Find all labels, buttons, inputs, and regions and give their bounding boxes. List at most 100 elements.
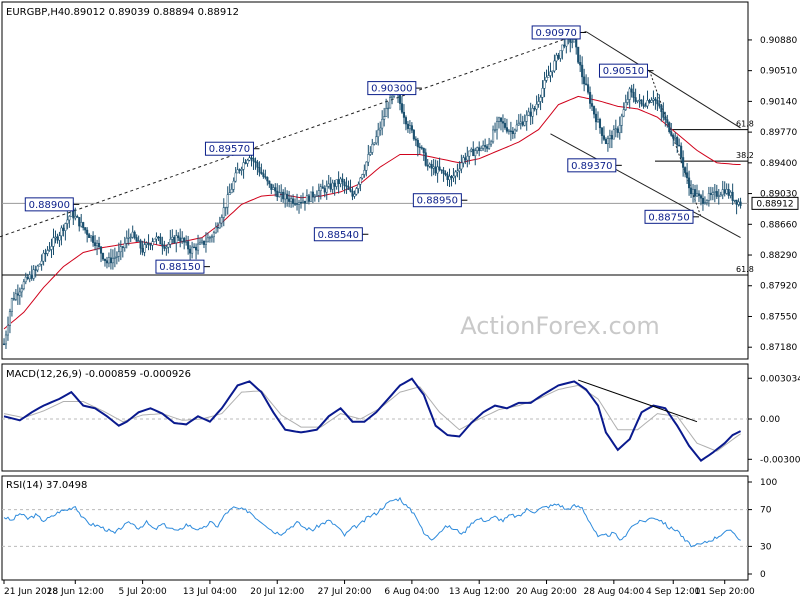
candle-body <box>347 186 350 190</box>
rsi-tick-label: 100 <box>760 478 777 488</box>
candle-body <box>181 237 184 242</box>
candle-body <box>598 119 602 129</box>
candle-body <box>18 291 21 296</box>
candle-body <box>66 219 69 224</box>
candle-body <box>660 105 663 113</box>
candle-body <box>420 147 423 149</box>
candle-body <box>177 235 180 239</box>
rsi-tick-label: 0 <box>760 570 766 580</box>
price-tick-label: 0.90510 <box>760 67 797 77</box>
candle-body <box>311 191 314 198</box>
candle-body <box>68 216 71 221</box>
candle-body <box>97 242 101 248</box>
candle-body <box>573 39 576 43</box>
price-tick-label: 0.87920 <box>760 282 797 292</box>
candle-body <box>577 46 580 63</box>
candle-body <box>220 217 223 224</box>
candle-body <box>426 165 429 167</box>
candle-body <box>434 166 437 174</box>
candle-body <box>183 237 186 243</box>
price-annotation-label: 0.88540 <box>318 230 359 241</box>
candle-body <box>20 288 23 293</box>
candle-body <box>232 180 235 190</box>
candle-body <box>476 147 479 151</box>
candle-body <box>539 97 542 102</box>
candle-body <box>129 236 132 239</box>
macd-axis: 0.003034 0.00 -0.003001 <box>748 374 800 465</box>
candle-body <box>490 141 493 145</box>
candle-body <box>377 129 380 138</box>
candle-body <box>48 249 51 251</box>
candle-body <box>515 124 518 131</box>
candle-body <box>691 189 695 195</box>
candle-body <box>517 123 520 126</box>
candle-body <box>688 177 691 189</box>
trend-line <box>585 31 741 129</box>
candle-body <box>575 39 578 48</box>
candle-body <box>303 200 307 204</box>
candle-body <box>592 106 596 115</box>
candle-body <box>8 311 11 326</box>
candle-body <box>50 246 53 250</box>
candle-body <box>484 145 487 147</box>
candle-body <box>468 150 471 157</box>
candle-body <box>141 247 144 253</box>
candle-body <box>280 191 283 194</box>
price-tick-label: 0.89400 <box>760 159 797 169</box>
candle-body <box>125 238 128 244</box>
candle-body <box>276 190 279 198</box>
candle-body <box>478 147 481 151</box>
candle-body <box>505 127 508 132</box>
candle-body <box>295 203 299 205</box>
candle-body <box>711 192 714 195</box>
candle-body <box>80 222 83 227</box>
candle-body <box>454 171 457 177</box>
macd-tick-label: 0.003034 <box>760 374 800 384</box>
candle-body <box>731 191 734 201</box>
price-tick-label: 0.88660 <box>760 220 797 230</box>
candle-body <box>733 199 736 202</box>
candle-body <box>357 184 360 189</box>
candle-body <box>462 157 465 164</box>
candle-body <box>327 183 330 187</box>
candle-body <box>402 111 406 118</box>
candle-body <box>614 128 617 131</box>
rsi-title: RSI(14) 37.0498 <box>6 480 87 491</box>
candle-body <box>234 172 237 182</box>
candle-body <box>26 276 29 279</box>
candle-body <box>105 260 109 264</box>
candle-body <box>715 191 718 197</box>
candle-body <box>226 194 229 208</box>
candle-body <box>319 186 322 191</box>
macd-title: MACD(12,26,9) -0.000859 -0.000926 <box>6 369 191 380</box>
candle-body <box>313 196 316 198</box>
time-tick-label: 11 Sep 20:00 <box>695 587 755 597</box>
candle-body <box>422 148 425 153</box>
candle-body <box>626 99 629 103</box>
candle-body <box>668 122 671 133</box>
rsi-tick-label: 30 <box>760 542 772 552</box>
candle-body <box>365 161 368 171</box>
candle-body <box>137 240 140 242</box>
candle-body <box>82 222 85 228</box>
candle-body <box>351 190 354 197</box>
price-annotation-box <box>155 259 205 274</box>
candle-body <box>610 135 613 140</box>
candle-body <box>727 189 730 196</box>
candle-body <box>414 138 417 141</box>
candle-body <box>579 62 582 66</box>
price-axis: 0.90880 0.90510 0.90140 0.89770 0.89400 0.890… <box>748 36 799 353</box>
candle-body <box>591 103 594 107</box>
candle-body <box>359 177 362 185</box>
candle-body <box>707 193 710 201</box>
candle-body <box>410 125 413 131</box>
candle-body <box>723 189 726 194</box>
candle-body <box>14 293 17 300</box>
macd-panel: MACD(12,26,9) -0.000859 -0.000926 0.0030… <box>1 363 800 472</box>
candle-body <box>290 198 293 202</box>
fib-level-label: 61.8 <box>736 265 754 274</box>
candle-body <box>644 105 647 107</box>
candle-body <box>697 193 701 196</box>
candle-body <box>121 246 124 249</box>
